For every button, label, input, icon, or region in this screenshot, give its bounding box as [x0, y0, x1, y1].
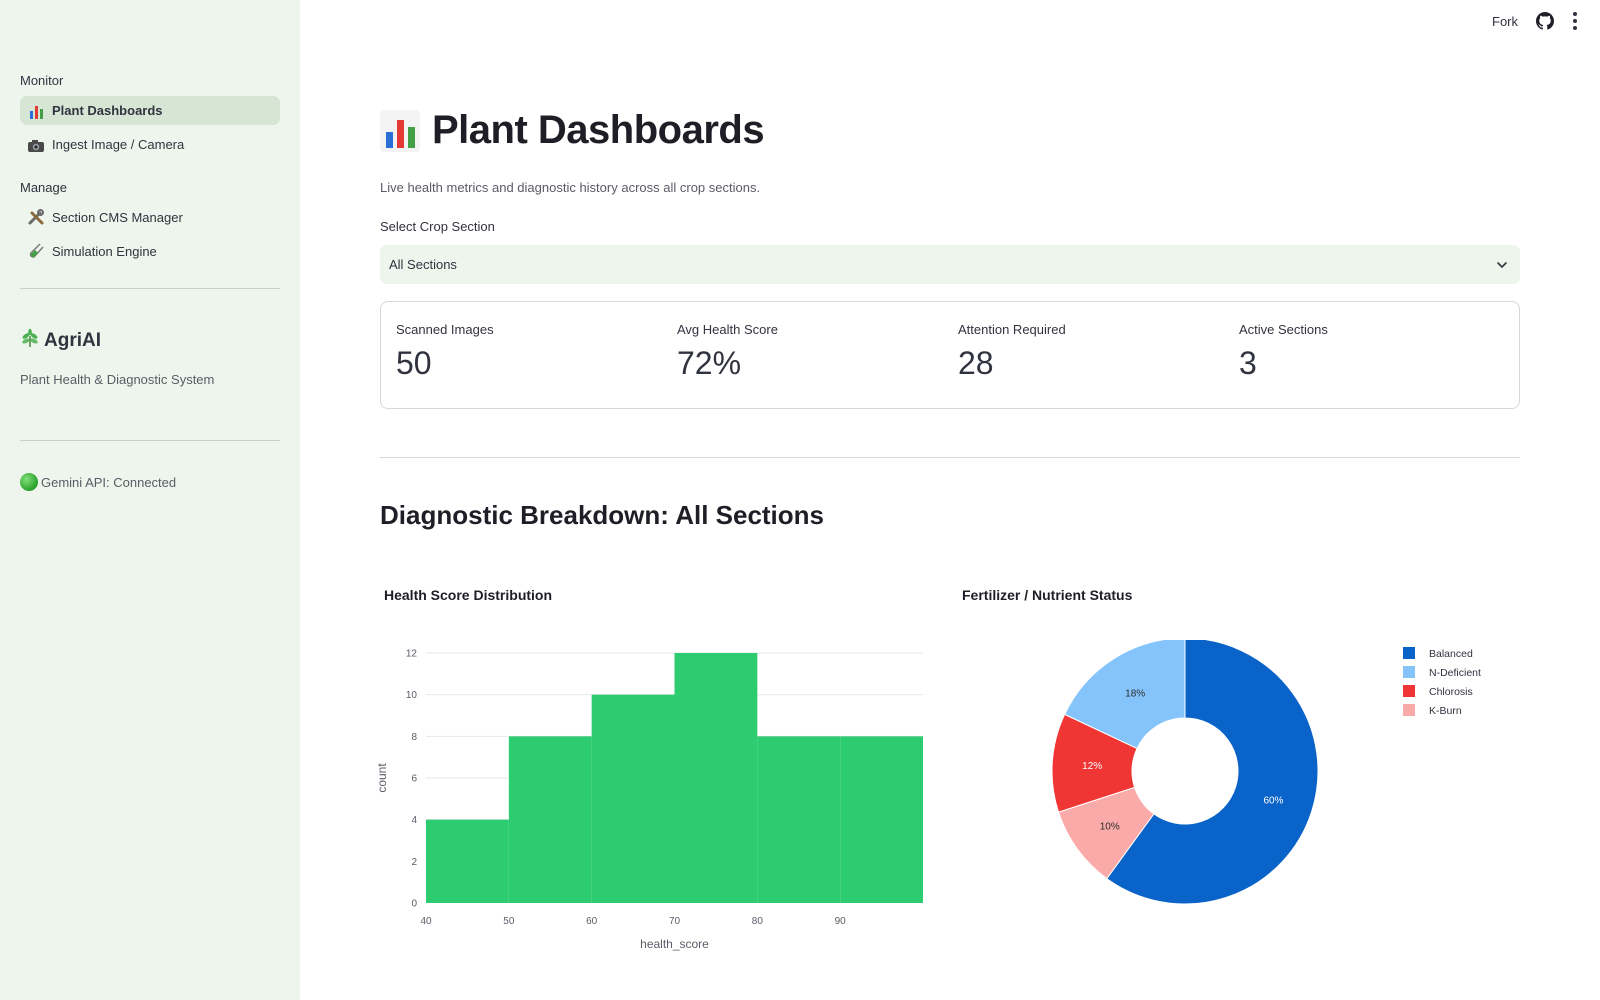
x-tick-label: 70	[669, 916, 681, 927]
sidebar-item-section-cms[interactable]: Section CMS Manager	[20, 203, 280, 232]
y-tick-label: 8	[411, 732, 417, 743]
sidebar-item-label: Ingest Image / Camera	[52, 137, 185, 152]
github-icon[interactable]	[1536, 12, 1554, 30]
main-menu-icon[interactable]	[1572, 12, 1578, 30]
y-tick-label: 6	[411, 774, 417, 785]
legend-swatch	[1403, 666, 1415, 678]
section-title: Diagnostic Breakdown: All Sections	[380, 500, 825, 530]
metrics-panel: Scanned Images 50 Avg Health Score 72% A…	[380, 301, 1520, 409]
brand-subtitle: Plant Health & Diagnostic System	[20, 372, 215, 387]
pie-slice	[1106, 640, 1319, 905]
pie-slice-label: 60%	[1263, 796, 1283, 807]
chevron-down-icon	[1497, 261, 1507, 268]
metric-label: Active Sections	[1239, 322, 1328, 337]
crop-section-select[interactable]: All Sections	[380, 245, 1520, 284]
metric-active-sections: Active Sections 3	[1239, 322, 1328, 382]
pie-slice-label: 12%	[1082, 761, 1102, 772]
sidebar: Monitor Plant Dashboards Ingest Image / …	[0, 0, 300, 1000]
metric-value: 3	[1239, 345, 1257, 381]
legend-label: K-Burn	[1429, 705, 1462, 717]
histogram-bar	[840, 736, 923, 903]
sidebar-item-label: Section CMS Manager	[52, 210, 183, 225]
pie-slice-label: 18%	[1125, 688, 1145, 699]
x-axis-label: health_score	[640, 937, 709, 951]
legend-label: N-Deficient	[1429, 667, 1481, 679]
y-tick-label: 2	[411, 857, 417, 868]
metric-avg-health-score: Avg Health Score 72%	[677, 322, 778, 382]
health-score-histogram: 0 2 4 6 8 10 12 40 50 60 70 80 90 health_score count	[375, 649, 923, 951]
histogram-bar	[591, 694, 675, 903]
pie-chart-title: Fertilizer / Nutrient Status	[962, 587, 1133, 603]
pie-slice-label: 10%	[1100, 822, 1120, 833]
fork-button[interactable]: Fork	[1492, 13, 1518, 29]
api-status: Gemini API: Connected	[20, 473, 176, 491]
histogram-title: Health Score Distribution	[384, 587, 553, 603]
status-dot-icon	[20, 473, 38, 491]
y-tick-label: 12	[406, 649, 418, 660]
histogram-bar	[508, 736, 592, 903]
sidebar-item-plant-dashboards[interactable]: Plant Dashboards	[20, 96, 280, 125]
brand-name: AgriAI	[44, 330, 101, 351]
page-header: Plant Dashboards	[380, 108, 765, 153]
bar-chart-icon	[380, 109, 420, 152]
sidebar-divider	[20, 288, 280, 289]
y-tick-label: 4	[411, 815, 417, 826]
legend-label: Balanced	[1429, 648, 1473, 660]
metric-label: Attention Required	[958, 322, 1066, 337]
nutrient-status-donut: 60% 10% 12% 18% Balanced N-Deficient Chlorosis…	[1051, 640, 1481, 905]
sidebar-item-label: Plant Dashboards	[52, 103, 163, 118]
pie-slice	[1063, 640, 1186, 750]
herb-icon	[20, 328, 40, 354]
x-tick-label: 90	[835, 916, 847, 927]
x-tick-label: 40	[420, 916, 432, 927]
histogram-bar	[674, 653, 758, 903]
legend-swatch	[1403, 685, 1415, 697]
histogram-bar	[426, 819, 509, 903]
sidebar-item-ingest-image[interactable]: Ingest Image / Camera	[20, 130, 280, 159]
y-tick-label: 0	[411, 899, 417, 910]
metric-label: Scanned Images	[396, 322, 494, 337]
sidebar-divider	[20, 440, 280, 441]
metric-label: Avg Health Score	[677, 322, 778, 337]
test-tube-icon	[27, 242, 45, 260]
metric-value: 72%	[677, 345, 742, 381]
metric-attention-required: Attention Required 28	[958, 322, 1066, 382]
section-divider	[380, 457, 1520, 458]
x-tick-label: 80	[752, 916, 764, 927]
crop-section-select-label: Select Crop Section	[380, 219, 495, 234]
nav-group-manage: Manage	[20, 180, 67, 195]
legend-swatch	[1403, 704, 1415, 716]
brand: AgriAI	[20, 328, 101, 354]
metric-scanned-images: Scanned Images 50	[396, 322, 494, 382]
y-tick-label: 10	[406, 690, 418, 701]
page-title: Plant Dashboards	[432, 108, 765, 152]
y-axis-label: count	[375, 763, 389, 793]
crop-section-select-value: All Sections	[389, 257, 457, 272]
metric-value: 50	[396, 345, 432, 381]
nav-group-monitor: Monitor	[20, 73, 64, 88]
app-toolbar: Fork	[1492, 12, 1578, 30]
sidebar-item-simulation-engine[interactable]: Simulation Engine	[20, 237, 280, 266]
histogram-bar	[757, 736, 841, 903]
x-tick-label: 60	[586, 916, 598, 927]
page-subtitle: Live health metrics and diagnostic histo…	[380, 180, 761, 195]
tools-icon	[27, 208, 45, 226]
metric-value: 28	[958, 345, 994, 381]
bar-chart-icon	[27, 103, 45, 119]
camera-icon	[27, 137, 45, 153]
api-status-label: Gemini API: Connected	[41, 474, 177, 490]
legend-label: Chlorosis	[1429, 686, 1473, 698]
x-tick-label: 50	[503, 916, 515, 927]
legend-swatch	[1403, 647, 1415, 659]
sidebar-item-label: Simulation Engine	[52, 244, 157, 259]
